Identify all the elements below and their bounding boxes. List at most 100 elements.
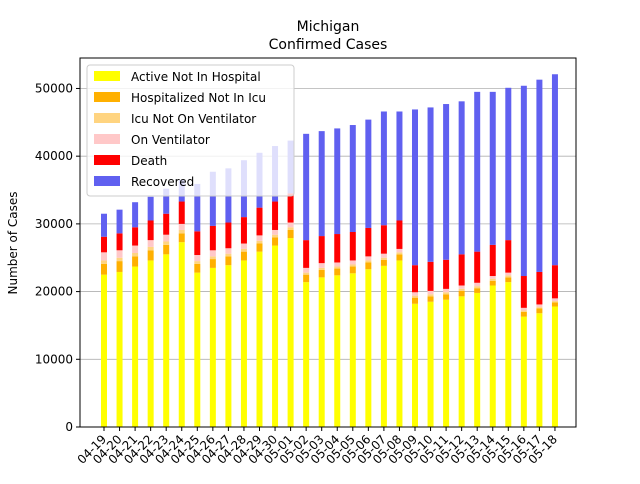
bar-segment xyxy=(318,269,325,278)
bar-segment xyxy=(489,244,496,277)
bar-segment xyxy=(225,256,232,266)
bar-segment xyxy=(427,296,434,302)
bar-segment xyxy=(163,188,170,214)
bar-segment xyxy=(101,252,107,261)
bar-segment xyxy=(551,298,558,302)
plot-frame xyxy=(79,57,577,428)
bar-segment xyxy=(396,254,403,261)
bar-segment xyxy=(209,225,216,251)
bar-segment xyxy=(116,257,123,262)
bar-segment xyxy=(132,256,139,267)
bar-segment xyxy=(458,290,465,297)
bar-segment xyxy=(443,292,450,295)
legend-label: Hospitalized Not In Icu xyxy=(131,91,266,105)
bar-segment xyxy=(520,316,527,427)
bar-segment xyxy=(303,240,310,268)
bar-segment xyxy=(318,263,325,268)
bar-segment xyxy=(116,209,123,234)
bar-segment xyxy=(272,234,279,238)
bar-segment xyxy=(101,236,107,253)
bar-segment xyxy=(412,265,418,293)
bar-segment xyxy=(536,304,543,308)
bar-segment xyxy=(349,260,356,265)
bar-segment xyxy=(412,297,418,304)
bar-segment xyxy=(458,288,465,291)
bar-segment xyxy=(256,240,263,244)
bar-segment xyxy=(334,262,341,267)
bar-segment xyxy=(209,267,216,427)
bar-segment xyxy=(412,295,418,298)
bar-segment xyxy=(365,227,372,257)
bar-segment xyxy=(443,294,450,300)
bar-segment xyxy=(147,260,154,427)
bar-segment xyxy=(318,277,325,427)
bar-segment xyxy=(380,265,387,427)
bar-segment xyxy=(256,243,263,252)
y-tick-label: 40000 xyxy=(35,149,73,163)
bar-segment xyxy=(163,254,170,427)
bar-segment xyxy=(458,285,465,289)
bar-segment xyxy=(318,267,325,270)
bar-segment xyxy=(489,278,496,281)
bar-segment xyxy=(412,292,418,296)
bar-segment xyxy=(474,251,481,283)
bar-segment xyxy=(536,308,543,314)
bar-segment xyxy=(412,303,418,427)
bar-segment xyxy=(443,259,450,289)
bar-segment xyxy=(334,266,341,269)
y-tick-label: 10000 xyxy=(35,352,73,366)
bar-segment xyxy=(412,109,418,266)
legend-swatch xyxy=(94,113,120,123)
legend-swatch xyxy=(94,155,120,165)
bar-segment xyxy=(287,193,294,223)
bar-segment xyxy=(194,183,201,232)
bar-segment xyxy=(474,286,481,289)
legend-swatch xyxy=(94,134,120,144)
bar-segment xyxy=(505,275,512,278)
chart-title: Michigan xyxy=(297,19,360,35)
legend-label: Icu Not On Ventilator xyxy=(131,112,256,126)
bar-segment xyxy=(365,262,372,270)
bar-segment xyxy=(303,272,310,275)
legend-label: Recovered xyxy=(131,175,194,189)
bar-segment xyxy=(536,313,543,427)
bar-segment xyxy=(474,91,481,252)
bar-segment xyxy=(101,260,107,264)
bar-segment xyxy=(147,250,154,261)
bar-segment xyxy=(272,237,279,246)
bar-segment xyxy=(427,261,434,291)
bar-segment xyxy=(303,282,310,427)
legend-swatch xyxy=(94,92,120,102)
bar-segment xyxy=(303,267,310,273)
bar-segment xyxy=(505,87,512,241)
bar-segment xyxy=(256,207,263,236)
legend-swatch xyxy=(94,176,120,186)
bar-segment xyxy=(163,213,170,235)
bar-segment xyxy=(240,260,247,427)
bar-segment xyxy=(427,107,434,262)
bar-segment xyxy=(474,288,481,293)
bar-segment xyxy=(240,243,247,249)
bar-segment xyxy=(318,131,325,237)
legend-label: On Ventilator xyxy=(131,133,210,147)
bar-segment xyxy=(551,301,558,303)
bar-segment xyxy=(256,251,263,427)
chart-subtitle: Confirmed Cases xyxy=(269,37,388,53)
bar-segment xyxy=(505,240,512,273)
bar-segment xyxy=(147,220,154,241)
bar-segment xyxy=(520,311,527,317)
bar-segment xyxy=(380,259,387,266)
bar-segment xyxy=(365,269,372,427)
bar-segment xyxy=(163,244,170,255)
bar-segment xyxy=(303,133,310,241)
bar-segment xyxy=(225,248,232,254)
bar-segment xyxy=(474,292,481,427)
bar-segment xyxy=(178,201,185,224)
legend-box xyxy=(86,64,295,197)
bar-segment xyxy=(458,296,465,427)
bar-segment xyxy=(147,196,154,221)
bar-segment xyxy=(349,264,356,267)
bar-segment xyxy=(178,229,185,234)
y-tick-label: 30000 xyxy=(35,217,73,231)
